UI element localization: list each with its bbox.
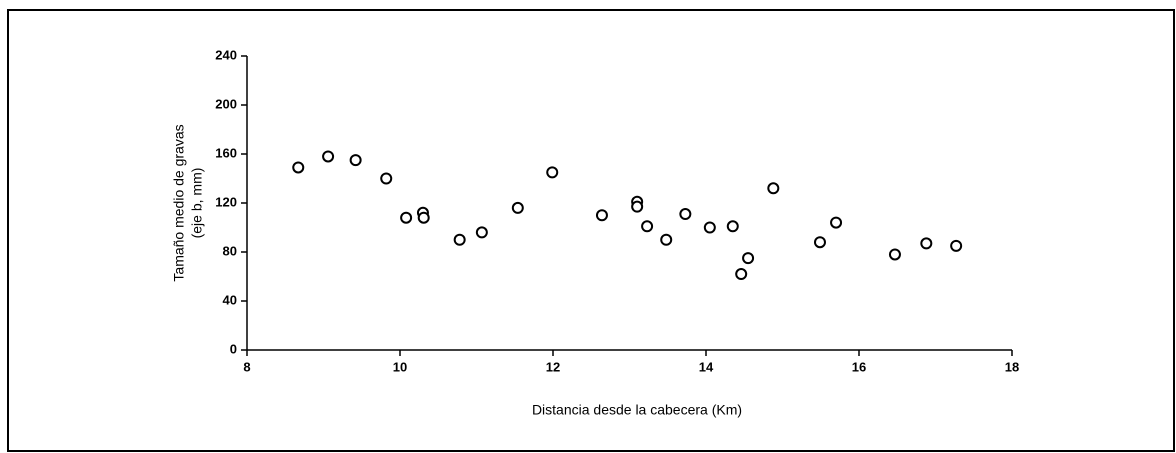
point	[417, 211, 430, 224]
y-tick-label: 160	[215, 145, 237, 160]
point	[660, 233, 673, 246]
x-tick-label: 14	[699, 359, 714, 374]
y-axis-label: Tamaño medio de gravas	[171, 124, 187, 281]
point	[742, 252, 755, 265]
point	[631, 200, 644, 213]
point	[726, 220, 739, 233]
point	[641, 220, 654, 233]
x-axis-label: Distancia desde la cabecera (Km)	[532, 402, 742, 418]
point	[830, 216, 843, 229]
point	[546, 166, 559, 179]
point	[453, 233, 466, 246]
x-tick-label: 10	[393, 359, 407, 374]
point	[475, 226, 488, 239]
point	[349, 154, 362, 167]
point	[679, 208, 692, 221]
point	[292, 161, 305, 174]
y-tick-label: 120	[215, 194, 237, 209]
point	[920, 237, 933, 250]
y-tick-label: 0	[230, 341, 237, 356]
x-tick-label: 8	[243, 359, 250, 374]
point	[888, 248, 901, 261]
y-tick-label: 200	[215, 96, 237, 111]
x-tick-label: 18	[1005, 359, 1019, 374]
point	[767, 182, 780, 195]
point	[322, 150, 335, 163]
point	[380, 172, 393, 185]
y-tick-label: 80	[223, 243, 237, 258]
frame	[7, 9, 1175, 452]
y-axis-label: (eje b, mm)	[189, 168, 205, 239]
point	[400, 211, 413, 224]
point	[735, 268, 748, 281]
point	[950, 239, 963, 252]
x-tick-label: 16	[852, 359, 866, 374]
x-tick-label: 12	[546, 359, 560, 374]
point	[595, 209, 608, 222]
point	[813, 236, 826, 249]
y-tick-label: 240	[215, 47, 237, 62]
y-tick-label: 40	[223, 292, 237, 307]
point	[511, 201, 524, 214]
point	[703, 221, 716, 234]
